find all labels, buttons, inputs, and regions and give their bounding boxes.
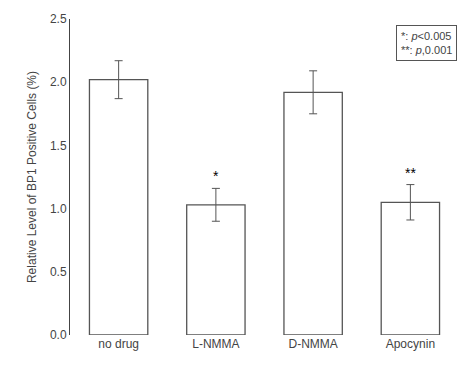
svg-text:2.5: 2.5 xyxy=(50,12,67,26)
svg-text:*: * xyxy=(213,168,219,184)
svg-text:0.0: 0.0 xyxy=(50,328,67,342)
svg-text:1.0: 1.0 xyxy=(50,202,67,216)
svg-text:no drug: no drug xyxy=(98,337,139,351)
svg-text:Relative Level of BP1 Positive: Relative Level of BP1 Positive Cells (%) xyxy=(25,71,39,283)
svg-text:**: ** xyxy=(405,165,416,181)
svg-text:D-NMMA: D-NMMA xyxy=(288,337,337,351)
svg-text:2.0: 2.0 xyxy=(50,75,67,89)
svg-text:L-NMMA: L-NMMA xyxy=(192,337,239,351)
svg-text:0.5: 0.5 xyxy=(50,265,67,279)
svg-text:Apocynin: Apocynin xyxy=(386,337,435,351)
svg-text:*: p<0.005**: p,0.001: *: p<0.005**: p,0.001 xyxy=(401,30,452,56)
svg-text:1.5: 1.5 xyxy=(50,139,67,153)
